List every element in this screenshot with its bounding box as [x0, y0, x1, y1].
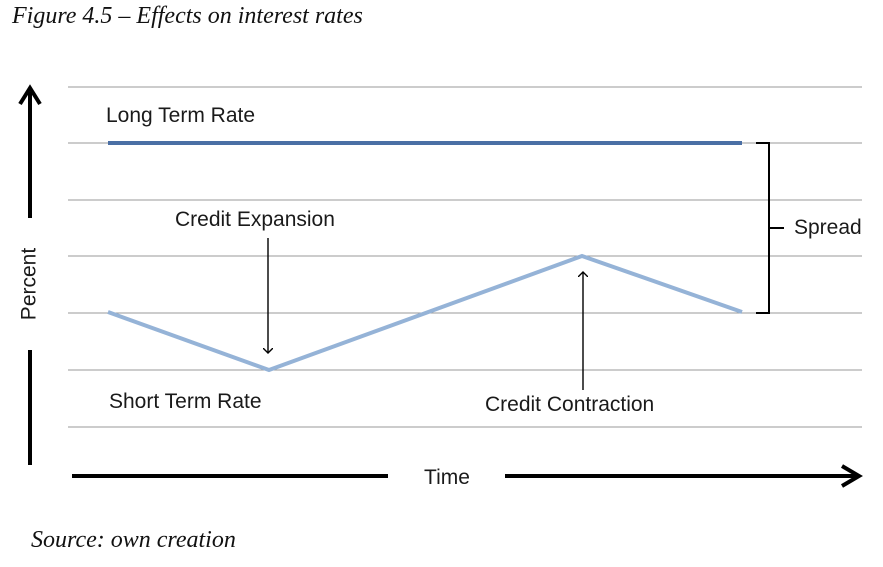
gridlines [68, 86, 862, 428]
short-term-rate-label: Short Term Rate [109, 390, 262, 413]
long-term-rate-label: Long Term Rate [106, 104, 255, 127]
y-axis-label: Percent [18, 248, 41, 321]
spread-label: Spread [794, 216, 862, 239]
credit-expansion-label: Credit Expansion [175, 208, 335, 231]
credit-contraction-label: Credit Contraction [485, 393, 654, 416]
y-axis-arrow [18, 84, 42, 465]
short-term-rate-line [107, 253, 743, 373]
spread-bracket [756, 142, 784, 314]
x-axis-label: Time [424, 466, 470, 489]
figure-title: Figure 4.5 – Effects on interest rates [12, 3, 363, 29]
figure-source: Source: own creation [31, 527, 236, 553]
x-axis-arrow [72, 464, 863, 488]
